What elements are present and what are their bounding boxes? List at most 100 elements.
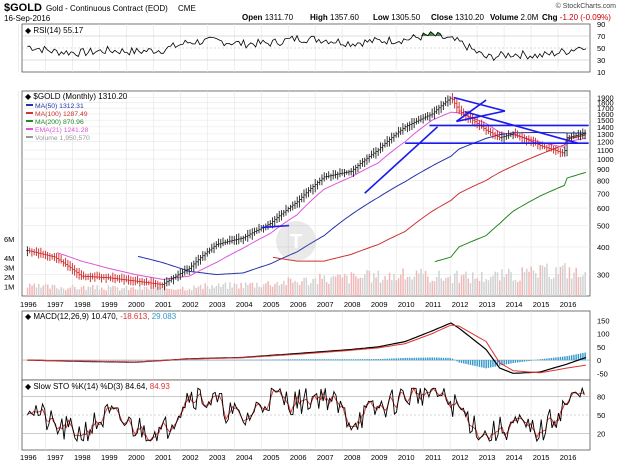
macd-histogram-bar xyxy=(405,358,406,360)
x-tick-label: 2005 xyxy=(263,453,280,462)
volume-bar xyxy=(436,277,438,296)
volume-bar xyxy=(279,285,281,296)
x-tick-label: 2009 xyxy=(371,300,388,309)
volume-bar xyxy=(256,283,258,296)
volume-bar xyxy=(517,282,519,296)
volume-bar xyxy=(243,288,245,296)
macd-histogram-bar xyxy=(94,360,95,361)
macd-histogram-bar xyxy=(218,360,219,361)
macd-histogram-bar xyxy=(566,356,567,360)
volume-bar xyxy=(97,285,99,296)
macd-histogram-bar xyxy=(319,359,320,360)
macd-histogram-bar xyxy=(279,359,280,360)
volume-bar xyxy=(495,272,497,296)
volume-bar xyxy=(218,284,220,296)
macd-histogram-bar xyxy=(510,360,511,363)
macd-histogram-bar xyxy=(247,360,248,361)
macd-histogram-bar xyxy=(83,360,84,361)
volume-bar xyxy=(101,288,103,296)
volume-bar xyxy=(128,290,129,296)
volume-bar xyxy=(425,271,427,296)
volume-bar xyxy=(420,269,422,296)
x-tick-label: 2006 xyxy=(290,453,307,462)
price-tick-label: 1000 xyxy=(597,155,614,164)
volume-bar xyxy=(76,289,78,296)
x-tick-label: 2014 xyxy=(506,300,523,309)
close-value: 1310.20 xyxy=(455,13,484,22)
background-logo: T xyxy=(276,221,316,261)
volume-bar xyxy=(555,267,557,296)
macd-histogram-bar xyxy=(562,357,563,361)
volume-bar xyxy=(402,268,404,296)
volume-bar xyxy=(166,288,168,296)
macd-tick-label: 100 xyxy=(597,330,610,339)
macd-histogram-bar xyxy=(364,359,365,360)
macd-histogram-bar xyxy=(256,360,257,361)
volume-bar xyxy=(409,277,411,296)
volume-bar xyxy=(546,264,548,296)
volume-bar xyxy=(171,289,173,296)
volume-bar xyxy=(108,285,110,296)
macd-histogram-bar xyxy=(315,359,316,360)
macd-histogram-bar xyxy=(519,360,520,362)
volume-bar xyxy=(562,265,564,296)
volume-bar xyxy=(321,279,323,296)
volume-bar xyxy=(461,275,463,296)
volume-bar xyxy=(306,278,308,296)
macd-histogram-bar xyxy=(229,360,230,361)
sto-tick-label: 80 xyxy=(597,392,605,401)
macd-histogram-bar xyxy=(191,360,192,361)
macd-histogram-bar xyxy=(335,359,336,360)
volume-bar xyxy=(537,278,539,296)
volume-bar xyxy=(225,283,227,296)
x-tick-label: 2010 xyxy=(398,300,415,309)
volume-bar xyxy=(72,285,74,296)
macd-histogram-bar xyxy=(553,358,554,361)
macd-histogram-bar xyxy=(333,359,334,360)
macd-histogram-bar xyxy=(353,359,354,360)
volume-bar xyxy=(551,279,553,296)
macd-histogram-bar xyxy=(301,359,302,360)
price-tick-label: 1100 xyxy=(597,146,613,155)
volume-bar xyxy=(564,263,566,296)
open-label: Open 1311.70 xyxy=(242,13,294,22)
macd-histogram-bar xyxy=(281,359,282,360)
macd-histogram-bar xyxy=(344,359,345,360)
volume-bar xyxy=(135,289,137,296)
x-tick-label: 1999 xyxy=(101,453,118,462)
macd-histogram-bar xyxy=(445,358,446,361)
volume-bar xyxy=(357,278,359,296)
macd-histogram-bar xyxy=(418,358,419,361)
volume-bar xyxy=(130,288,132,296)
x-tick-label: 2004 xyxy=(236,453,253,462)
volume-bar xyxy=(52,285,54,296)
volume-bar xyxy=(189,289,191,296)
macd-tick-label: 0 xyxy=(597,356,601,365)
macd-histogram-bar xyxy=(236,360,237,361)
volume-bar xyxy=(38,284,40,296)
volume-bar xyxy=(375,277,377,296)
volume-bar xyxy=(191,290,193,296)
x-tick-label: 1998 xyxy=(74,300,91,309)
volume-bar xyxy=(47,285,49,296)
macd-histogram-bar xyxy=(492,360,493,367)
volume-bar xyxy=(94,289,96,296)
macd-histogram-bar xyxy=(348,359,349,360)
macd-histogram-bar xyxy=(186,360,187,361)
volume-bar xyxy=(43,285,45,296)
macd-histogram-bar xyxy=(407,358,408,360)
macd-histogram-bar xyxy=(139,360,140,361)
logo-glyph: T xyxy=(290,231,302,253)
macd-histogram-bar xyxy=(483,360,484,368)
macd-histogram-bar xyxy=(479,360,480,367)
macd-legend: ◆ MACD(12,26,9) 10.470, -18.613, 29.083 xyxy=(25,312,177,321)
macd-histogram-bar xyxy=(544,359,545,361)
macd-histogram-bar xyxy=(297,359,298,360)
volume-bar xyxy=(445,278,447,296)
volume-bar xyxy=(31,286,33,296)
volume-bar xyxy=(344,274,346,296)
macd-histogram-bar xyxy=(441,358,442,361)
volume-bar xyxy=(204,283,206,296)
volume-bar xyxy=(560,267,562,296)
